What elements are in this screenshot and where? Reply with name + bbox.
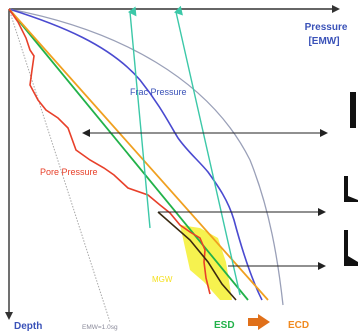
emw-reference-label: EMW=1.0sg: [82, 324, 118, 331]
pore-pressure-label: Pore Pressure: [40, 167, 98, 177]
dark-trend-line: [157, 211, 237, 301]
pore-pressure-line: [8, 8, 211, 295]
pressure-axis-label-line2: [EMW]: [308, 36, 339, 47]
step-profile-icon-lower: [344, 230, 358, 266]
emw-reference-line: [8, 8, 111, 323]
esd-line: [8, 8, 249, 301]
yellow-zone-label: MGW: [152, 275, 173, 284]
pressure-axis-label-line1: Pressure: [305, 22, 348, 33]
right-edge-bracket-icon: [350, 92, 356, 128]
teal-arrow-left: [128, 6, 151, 229]
esd-label: ESD: [214, 320, 235, 331]
step-profile-icon-upper: [344, 176, 358, 202]
frac-pressure-line: [8, 8, 263, 301]
frac-pressure-label: Frac Pressure: [130, 87, 187, 97]
yellow-zone: [180, 225, 232, 300]
esd-to-ecd-arrow-icon: [248, 314, 270, 330]
overburden-line: [8, 8, 284, 306]
teal-arrow-right: [174, 5, 241, 296]
depth-axis-label: Depth: [14, 321, 42, 332]
ecd-label: ECD: [288, 320, 309, 331]
ecd-line: [8, 8, 269, 301]
